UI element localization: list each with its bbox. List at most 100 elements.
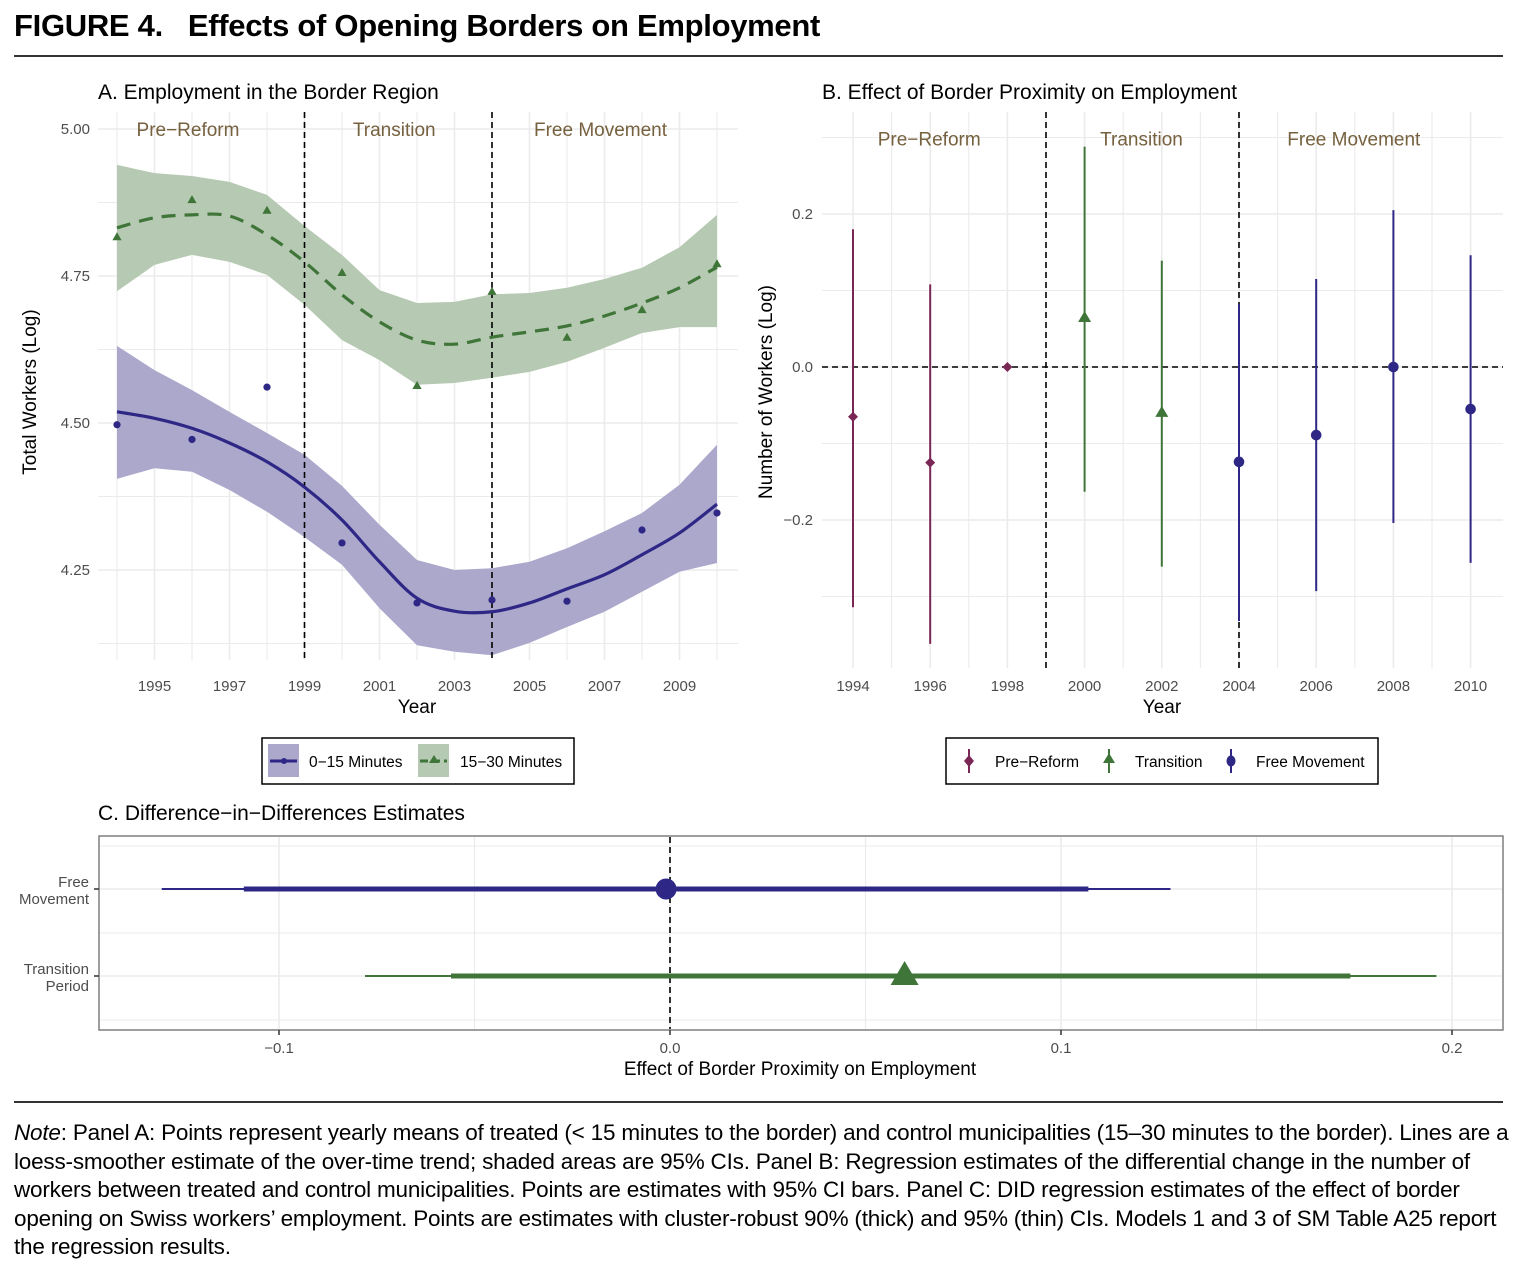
- data-point-0-15: [263, 383, 271, 391]
- panel-c-title: C. Difference−in−Differences Estimates: [98, 802, 465, 825]
- x-tick-label: 2010: [1454, 678, 1487, 695]
- panel-c: C. Difference−in−Differences Estimates F…: [19, 802, 1504, 1080]
- legend-circle-icon: [281, 758, 287, 764]
- data-point-15-30: [412, 380, 422, 389]
- x-tick-label: 2005: [513, 678, 546, 695]
- x-tick-label: 2007: [588, 678, 621, 695]
- data-point-0-15: [638, 526, 646, 534]
- data-point-0-15: [413, 599, 421, 607]
- period-label: Pre−Reform: [137, 120, 240, 141]
- panel-b-x-label: Year: [1143, 697, 1182, 718]
- data-point-15-30: [112, 232, 122, 241]
- estimate-point-pre-reform: [925, 457, 936, 468]
- estimate-point-transition: [1155, 405, 1169, 417]
- panel-b-points: [848, 311, 1476, 468]
- x-tick-label: 2008: [1377, 678, 1410, 695]
- x-tick-label: 2004: [1222, 678, 1255, 695]
- confidence-band-0-15: [117, 345, 717, 656]
- panel-c-x-label: Effect of Border Proximity on Employment: [624, 1059, 977, 1080]
- y-tick-label: −0.2: [783, 512, 813, 529]
- period-label: Pre−Reform: [878, 130, 981, 151]
- estimate-point-free-movement: [655, 878, 677, 900]
- panel-b-title: B. Effect of Border Proximity on Employm…: [822, 81, 1237, 104]
- panel-b-period-labels: Pre−Reform Transition Free Movement: [878, 130, 1421, 151]
- top-rule: [14, 55, 1503, 57]
- legend-label-transition: Transition: [1135, 754, 1202, 771]
- y-tick-label: 0.2: [792, 206, 813, 223]
- period-label: Free Movement: [534, 120, 668, 141]
- y-tick-label: 4.75: [61, 268, 90, 285]
- fit-line-0-15: [116, 410, 718, 615]
- x-tick-label: 2006: [1300, 678, 1333, 695]
- category-label-line1: Free: [58, 874, 89, 891]
- x-tick-label: 1996: [914, 678, 947, 695]
- estimate-point-pre-reform: [848, 411, 858, 422]
- panel-b-y-ticks: −0.2 0.0 0.2: [783, 206, 813, 529]
- data-point-0-15: [338, 539, 346, 547]
- legend-label-0-15: 0−15 Minutes: [309, 754, 403, 771]
- panel-b-x-ticks: 1994 1996 1998 2000 2002 2004 2006 2008 2010: [836, 678, 1487, 695]
- x-tick-label: 1997: [213, 678, 246, 695]
- panel-a-y-label: Total Workers (Log): [20, 309, 41, 474]
- y-tick-label: 5.00: [61, 121, 90, 138]
- data-point-15-30: [637, 305, 647, 314]
- panel-a-y-ticks: 4.25 4.50 4.75 5.00: [61, 121, 90, 579]
- legend-label-free-movement: Free Movement: [1256, 754, 1365, 771]
- panel-a-title: A. Employment in the Border Region: [98, 81, 439, 104]
- x-tick-label: 0.1: [1051, 1040, 1072, 1057]
- category-label-line2: Period: [46, 978, 89, 995]
- legend-diamond-icon: [964, 755, 974, 767]
- panel-c-grid: [100, 837, 1502, 1029]
- data-point-15-30: [262, 205, 272, 214]
- category-label-line2: Movement: [19, 891, 90, 908]
- estimate-point-transition: [1078, 311, 1092, 323]
- x-tick-label: 1998: [991, 678, 1024, 695]
- period-label: Free Movement: [1287, 130, 1421, 151]
- estimate-point-free-movement: [1388, 361, 1399, 373]
- x-tick-label: 1994: [836, 678, 869, 695]
- legend-triangle-icon: [1103, 753, 1115, 763]
- bottom-rule: [14, 1101, 1503, 1103]
- x-tick-label: 2009: [663, 678, 696, 695]
- data-point-0-15: [488, 596, 496, 604]
- estimate-point-free-movement: [1310, 429, 1322, 441]
- legend-label-15-30: 15−30 Minutes: [460, 754, 562, 771]
- panel-c-marks: [161, 837, 1437, 1029]
- confidence-band-15-30: [117, 164, 717, 385]
- panel-c-x-ticks: −0.1 0.0 0.1 0.2: [264, 1030, 1462, 1057]
- note-text: : Panel A: Points represent yearly means…: [14, 1120, 1509, 1260]
- x-tick-label: 2002: [1145, 678, 1178, 695]
- data-point-0-15: [188, 435, 196, 444]
- data-point-15-30: [337, 268, 347, 277]
- panel-b: B. Effect of Border Proximity on Employm…: [756, 81, 1503, 785]
- y-tick-label: 0.0: [792, 359, 813, 376]
- legend-triangle-icon: [429, 755, 439, 763]
- period-label: Transition: [1100, 130, 1183, 151]
- panel-a-points: [112, 195, 722, 607]
- figure-title: FIGURE 4. Effects of Opening Borders on …: [14, 8, 820, 44]
- panel-a-fit-lines: [116, 212, 718, 615]
- legend-box: [945, 737, 1379, 785]
- panel-a-bands: [117, 164, 717, 656]
- x-tick-label: −0.1: [264, 1040, 294, 1057]
- x-tick-label: 0.2: [1442, 1040, 1463, 1057]
- y-tick-label: 4.50: [61, 415, 90, 432]
- data-point-15-30: [562, 332, 572, 341]
- x-tick-label: 0.0: [660, 1040, 681, 1057]
- x-tick-label: 1999: [288, 678, 321, 695]
- figure-note: Note: Panel A: Points represent yearly m…: [14, 1119, 1509, 1262]
- data-point-0-15: [113, 421, 121, 429]
- estimate-point-free-movement: [1233, 456, 1245, 468]
- panel-a-x-label: Year: [398, 697, 437, 718]
- estimate-point-free-movement: [1465, 403, 1476, 415]
- note-prefix: Note: [14, 1120, 61, 1145]
- figure-canvas: A. Employment in the Border Region Pre−R…: [19, 81, 1504, 1080]
- data-point-15-30: [487, 286, 497, 295]
- figure-label: FIGURE 4.: [14, 8, 163, 43]
- x-tick-label: 2003: [438, 678, 471, 695]
- panel-c-frame: [98, 835, 1504, 1031]
- panel-a-legend: 0−15 Minutes 15−30 Minutes: [261, 737, 575, 785]
- figure-title-text: Effects of Opening Borders on Employment: [187, 8, 821, 43]
- legend-circle-icon: [1226, 755, 1236, 767]
